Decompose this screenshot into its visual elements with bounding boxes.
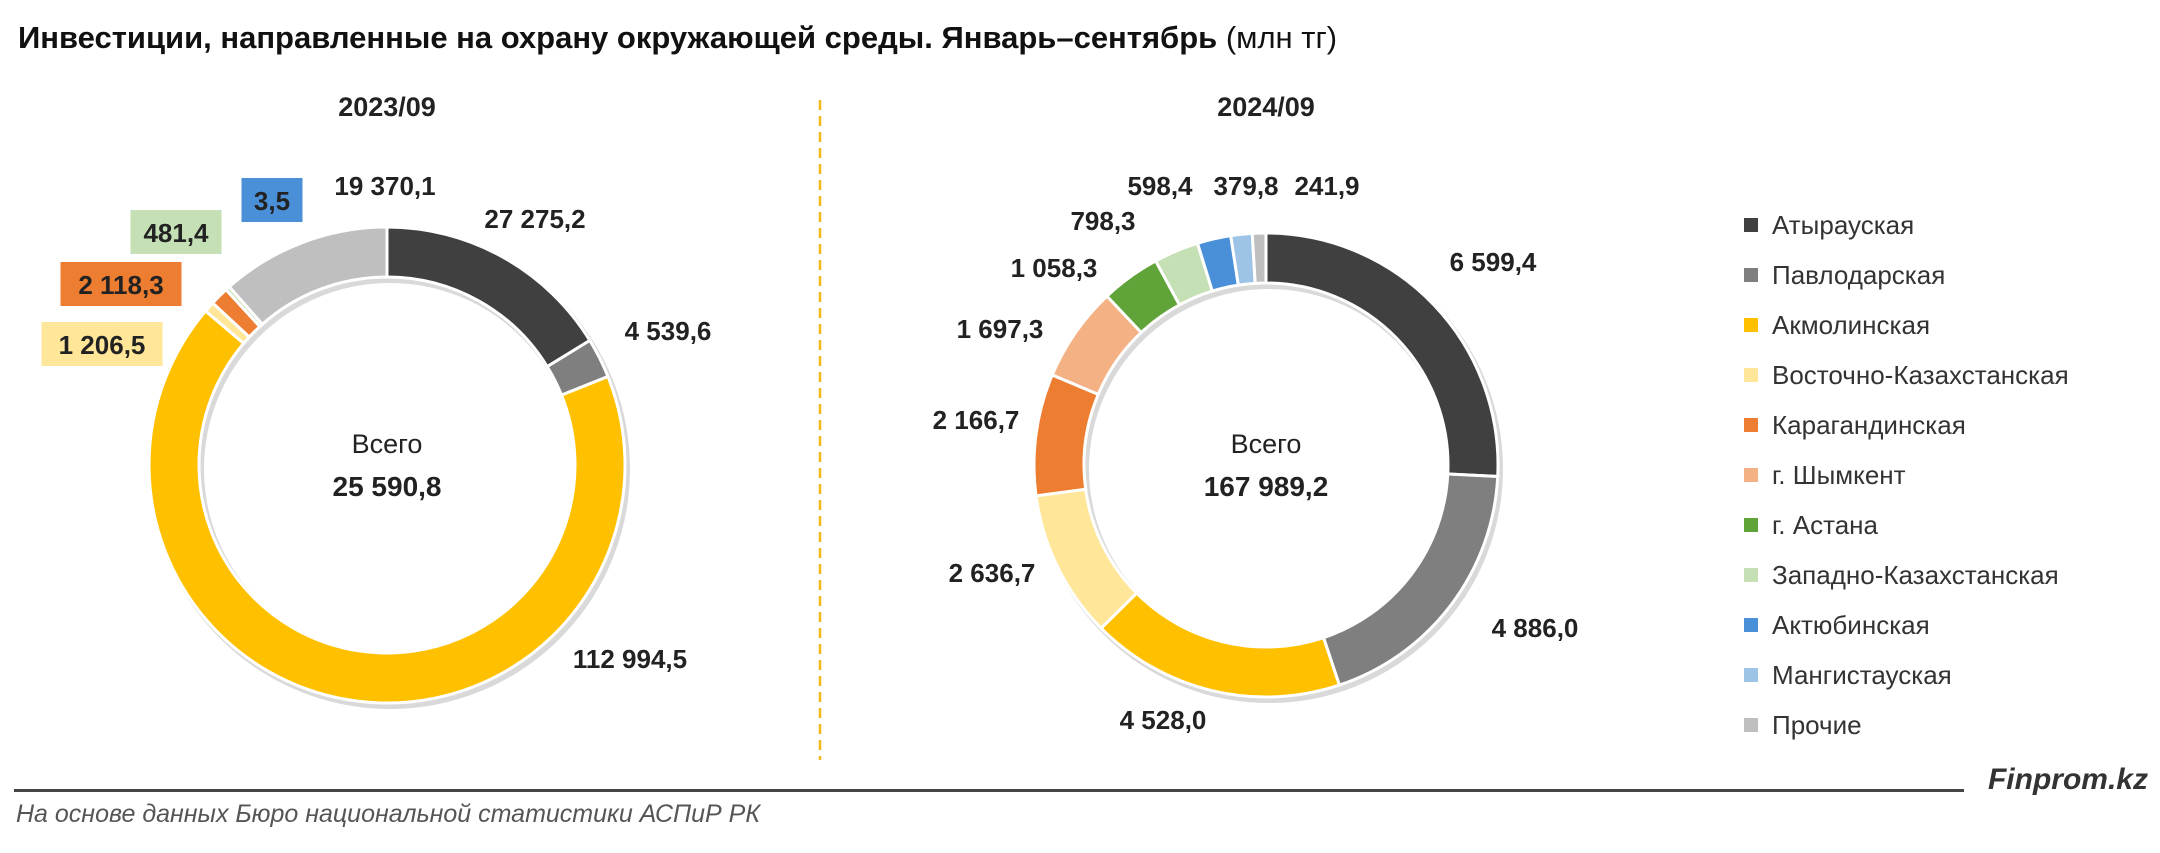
chart-title-unit: (млн тг) <box>1225 20 1338 55</box>
center-label: Всего <box>1231 429 1302 459</box>
data-label-атырауская: 6 599,4 <box>1450 247 1537 277</box>
data-label-box <box>60 262 182 306</box>
data-label-акмолинская: 4 528,0 <box>1120 705 1207 735</box>
legend-swatch <box>1744 318 1758 332</box>
legend-swatch <box>1744 618 1758 632</box>
data-label-атырауская: 27 275,2 <box>484 204 585 234</box>
donut-2024: 2024/09 Всего 167 989,2 6 599,4 4 886,0 4 528… <box>933 92 1579 735</box>
legend-label: г. Астана <box>1772 509 1878 540</box>
data-label-г-астана: 1 058,3 <box>1011 253 1098 283</box>
data-label-мангистауская: 379,8 <box>1213 171 1278 201</box>
legend-item: Прочие <box>1744 700 2069 750</box>
data-label-актюбинская: 3,5 <box>254 186 290 216</box>
donut-title: 2024/09 <box>1217 92 1315 122</box>
data-label-павлодарская: 4 886,0 <box>1492 613 1579 643</box>
data-label-прочие: 241,9 <box>1294 171 1359 201</box>
slice-прочие <box>1250 231 1268 285</box>
slice-восточно-казахстанская <box>1034 487 1139 631</box>
legend-item: Мангистауская <box>1744 650 2069 700</box>
legend-swatch <box>1744 668 1758 682</box>
donut-2023: 2023/09 Всего 25 590,8 27 275,2 4 539,6 112 9… <box>41 92 712 709</box>
slice-прочие <box>227 225 389 327</box>
data-label-box <box>241 178 303 222</box>
legend-label: Павлодарская <box>1772 259 1946 290</box>
footer-divider <box>14 789 1964 792</box>
data-label-акмолинская: 112 994,5 <box>573 644 687 674</box>
legend: Атырауская Павлодарская Акмолинская Восточн… <box>1744 200 2069 750</box>
center-total: 25 590,8 <box>333 471 442 502</box>
data-label-павлодарская: 4 539,6 <box>625 316 712 346</box>
legend-label: г. Шымкент <box>1772 459 1906 490</box>
legend-label: Мангистауская <box>1772 659 1952 690</box>
legend-item: Атырауская <box>1744 200 2069 250</box>
legend-label: Карагандинская <box>1772 409 1966 440</box>
legend-item: Западно-Казахстанская <box>1744 550 2069 600</box>
data-label-г-шымкент: 1 697,3 <box>957 314 1044 344</box>
data-label-карагандинская: 2 166,7 <box>933 405 1020 435</box>
legend-item: г. Астана <box>1744 500 2069 550</box>
legend-label: Западно-Казахстанская <box>1772 559 2059 590</box>
legend-label: Прочие <box>1772 709 1862 740</box>
legend-swatch <box>1744 218 1758 232</box>
legend-item: Павлодарская <box>1744 250 2069 300</box>
slice-акмолинская <box>147 308 627 705</box>
donut-title: 2023/09 <box>338 92 436 122</box>
data-label-актюбинская: 598,4 <box>1127 171 1193 201</box>
legend-label: Восточно-Казахстанская <box>1772 359 2069 390</box>
data-label-box <box>130 210 222 254</box>
slice-атырауская <box>385 225 592 369</box>
legend-swatch <box>1744 368 1758 382</box>
legend-label: Актюбинская <box>1772 609 1930 640</box>
data-label-западно-казахстанская: 481,4 <box>143 218 209 248</box>
chart-title: Инвестиции, направленные на охрану окруж… <box>18 20 1337 56</box>
center-label: Всего <box>352 429 423 459</box>
legend-item: Карагандинская <box>1744 400 2069 450</box>
data-label-карагандинская: 2 118,3 <box>78 270 163 300</box>
legend-swatch <box>1744 418 1758 432</box>
data-label-восточно-казахстанская: 1 206,5 <box>59 330 146 360</box>
data-label-западно-казахстанская: 798,3 <box>1070 206 1135 236</box>
legend-swatch <box>1744 518 1758 532</box>
chart-title-main: Инвестиции, направленные на охрану окруж… <box>18 20 1218 55</box>
center-total: 167 989,2 <box>1204 471 1329 502</box>
legend-item: г. Шымкент <box>1744 450 2069 500</box>
legend-swatch <box>1744 568 1758 582</box>
slice-акмолинская <box>1099 590 1342 699</box>
legend-item: Акмолинская <box>1744 300 2069 350</box>
legend-swatch <box>1744 468 1758 482</box>
brand-logo-text: Finprom.kz <box>1987 763 2148 796</box>
legend-label: Атырауская <box>1772 209 1915 240</box>
legend-label: Акмолинская <box>1772 309 1931 340</box>
source-note: На основе данных Бюро национальной стати… <box>16 800 761 828</box>
data-label-прочие: 19 370,1 <box>334 171 435 201</box>
data-label-box <box>41 322 163 366</box>
legend-swatch <box>1744 718 1758 732</box>
legend-item: Восточно-Казахстанская <box>1744 350 2069 400</box>
legend-swatch <box>1744 268 1758 282</box>
legend-item: Актюбинская <box>1744 600 2069 650</box>
data-label-восточно-казахстанская: 2 636,7 <box>949 558 1036 588</box>
